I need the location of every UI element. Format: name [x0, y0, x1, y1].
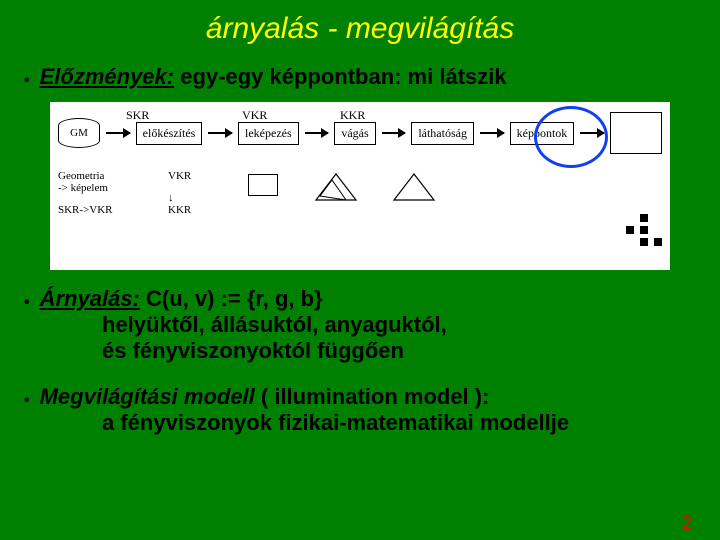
- bullet3-text: Megvilágítási modell ( illumination mode…: [40, 384, 490, 410]
- bullet-1: • Előzmények: egy-egy képpontban: mi lát…: [0, 64, 720, 90]
- stage-box: előkészítés: [136, 122, 203, 145]
- stage-box: leképezés: [238, 122, 299, 145]
- bullet2-sub1: helyüktől, állásuktól, anyaguktól,: [24, 312, 696, 338]
- source-cylinder: GM: [58, 118, 100, 148]
- output-box: [610, 112, 662, 154]
- bullet2-sub2: és fényviszonyoktól függően: [24, 338, 696, 364]
- bullet-dot-icon: •: [24, 72, 30, 90]
- bullet3-label: Megvilágítási modell: [40, 384, 261, 409]
- bullet1-text: Előzmények: egy-egy képpontban: mi látsz…: [40, 64, 507, 90]
- bullet3-sub: a fényviszonyok fizikai-matematikai mode…: [24, 410, 696, 436]
- triangle-icon: [386, 170, 444, 206]
- bullet-3: • Megvilágítási modell ( illumination mo…: [0, 384, 720, 436]
- triangle-icon: [308, 170, 366, 206]
- bullet2-text: Árnyalás: C(u, v) := {r, g, b}: [40, 286, 323, 312]
- bullet-dot-icon: •: [24, 294, 30, 312]
- bullet2-formula: C(u, v) := {r, g, b}: [140, 286, 323, 311]
- arrow-icon: [305, 132, 329, 134]
- arrow-icon: [580, 132, 604, 134]
- bullet1-label: Előzmények:: [40, 64, 175, 89]
- page-number: 2: [682, 513, 692, 534]
- stage-box: vágás: [334, 122, 375, 145]
- top-label-skr: SKR: [126, 108, 149, 123]
- arrow-icon: [382, 132, 406, 134]
- arrow-icon: [208, 132, 232, 134]
- bullet-2: • Árnyalás: C(u, v) := {r, g, b} helyükt…: [0, 286, 720, 364]
- slide-title: árnyalás - megvilágítás: [0, 0, 720, 46]
- arrow-icon: [106, 132, 130, 134]
- bullet3-paren: ( illumination model ):: [261, 384, 490, 409]
- stage-box: láthatóság: [411, 122, 474, 145]
- stage-box: képpontok: [510, 122, 575, 145]
- pipeline-diagram: SKR VKR KKR GM előkészítés leképezés vág…: [50, 102, 670, 270]
- geom-text: Geometria -> képelem SKR->VKR: [58, 170, 148, 216]
- top-label-kkr: KKR: [340, 108, 365, 123]
- bullet1-rest: egy-egy képpontban: mi látszik: [174, 64, 507, 89]
- mini-box-icon: [248, 170, 288, 216]
- arrow-icon: [480, 132, 504, 134]
- bullet2-label: Árnyalás:: [40, 286, 140, 311]
- bullet-dot-icon: •: [24, 392, 30, 410]
- vkr-kkr-text: VKR ↓ KKR: [168, 170, 228, 216]
- top-label-vkr: VKR: [242, 108, 267, 123]
